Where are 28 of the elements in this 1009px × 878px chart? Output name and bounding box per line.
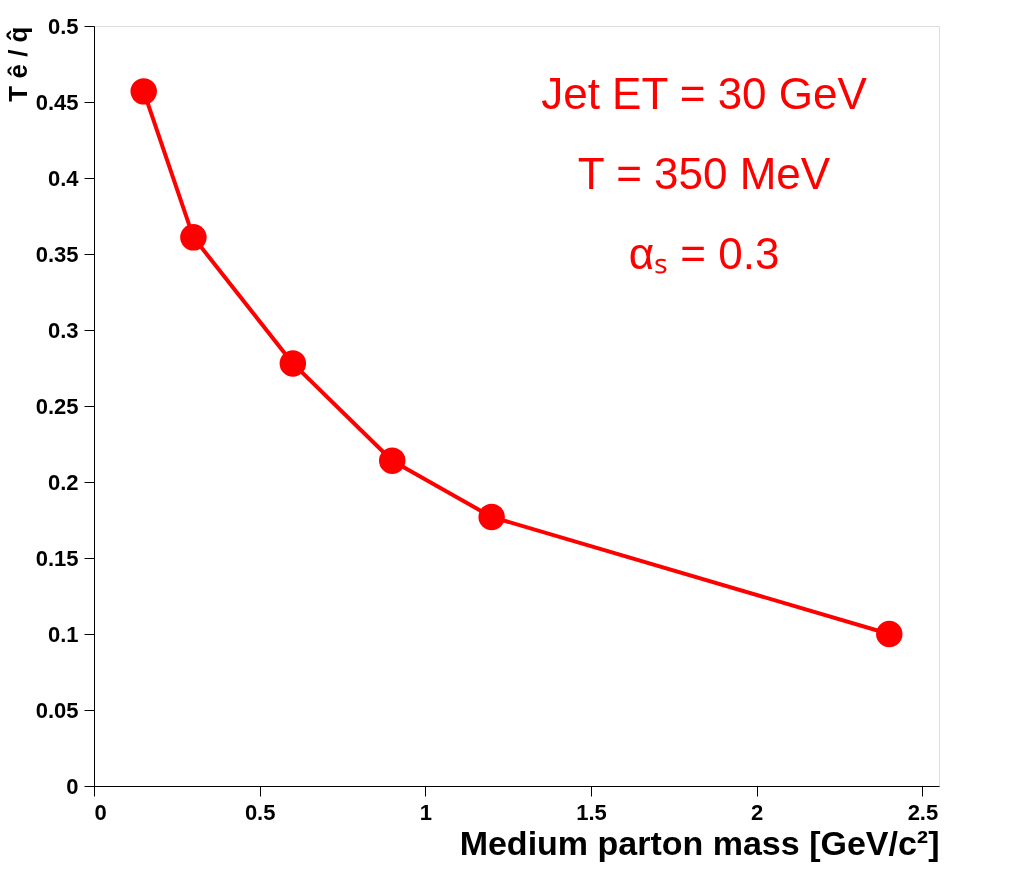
point	[279, 350, 307, 377]
x-tick-label: 0.5	[244, 799, 276, 825]
y-tick-label: 0.2	[47, 469, 79, 495]
annotation: αₛ = 0.3	[628, 229, 780, 278]
y-tick-label: 0	[66, 773, 79, 799]
y-axis-title: T ê / q̂	[2, 26, 33, 102]
point	[379, 447, 406, 474]
point	[876, 620, 903, 648]
y-tick-label: 0.25	[35, 393, 79, 419]
x-tick-label: 1.5	[576, 799, 607, 825]
x-tick-label: 2	[751, 799, 764, 825]
y-tick-label: 0.05	[35, 697, 79, 723]
point	[180, 224, 207, 251]
y-tick-label: 0.3	[47, 317, 79, 343]
annotation: Jet ET = 30 GeV	[541, 69, 868, 118]
x-tick-label: 2.5	[907, 799, 939, 825]
y-tick-label: 0.15	[35, 545, 79, 571]
y-tick-label: 0.4	[47, 165, 80, 191]
x-tick-label: 0	[94, 799, 107, 825]
point	[130, 78, 157, 105]
y-tick-label: 0.1	[47, 621, 79, 647]
x-axis-title: Medium parton mass [GeV/c²]	[459, 823, 940, 862]
x-tick-label: 1	[419, 799, 432, 825]
annotation: T = 350 MeV	[577, 149, 831, 198]
y-tick-label: 0.45	[35, 89, 79, 115]
y-tick-label: 0.5	[47, 13, 79, 39]
y-tick-label: 0.35	[35, 241, 79, 267]
point	[478, 503, 505, 531]
